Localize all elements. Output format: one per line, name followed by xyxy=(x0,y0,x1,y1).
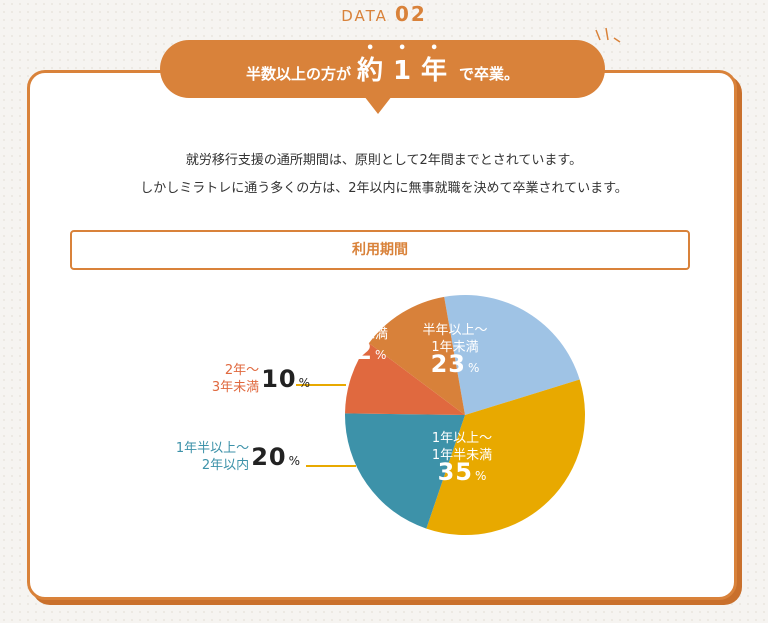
value-number: 35 xyxy=(437,458,473,486)
value-number: 12 xyxy=(337,337,373,365)
value-unit: % xyxy=(298,376,310,390)
slice-label: 1年以上〜 1年半未満 35% xyxy=(412,430,512,485)
description-line: しかしミラトレに通う多くの方は、2年以内に無事就職を決めて卒業されています。 xyxy=(140,181,628,196)
value-number: 20 xyxy=(251,443,287,471)
value-unit: % xyxy=(468,361,480,375)
data-number: 02 xyxy=(394,2,427,26)
slice-name: 半年以上〜 1年未満 xyxy=(422,323,488,355)
slice-label: 1年半以上〜 2年以内 20% xyxy=(120,440,300,474)
slice-value: 23% xyxy=(405,352,505,377)
pie-slice xyxy=(345,413,465,529)
banner: 半数以上の方が 約1年 で卒業。 xyxy=(160,40,605,98)
data-heading: DATA 02 xyxy=(0,2,768,26)
slice-value: 20% xyxy=(251,445,300,474)
pie-slice xyxy=(444,294,580,415)
slice-label: 2年〜 3年未満 10% xyxy=(130,362,310,396)
value-unit: % xyxy=(288,454,300,468)
banner-emphasis: 約1年 xyxy=(356,56,458,86)
slice-name: 1年半以上〜 2年以内 xyxy=(175,441,250,473)
slice-name: 2年〜 3年未満 xyxy=(211,363,260,395)
slice-name: 1年以上〜 1年半未満 xyxy=(431,431,493,463)
value-number: 10 xyxy=(261,365,297,393)
slice-label: 半年未満 12% xyxy=(312,326,412,364)
description-line: 就労移行支援の通所期間は、原則として2年間までとされています。 xyxy=(185,153,583,168)
slice-label: 半年以上〜 1年未満 23% xyxy=(405,322,505,377)
slice-value: 12% xyxy=(312,339,412,364)
value-unit: % xyxy=(375,348,387,362)
slice-value: 35% xyxy=(412,460,512,485)
slice-name: 半年未満 xyxy=(335,327,388,342)
pie-slice xyxy=(426,379,585,535)
pie-slice xyxy=(368,296,465,415)
chart-title: 利用期間 xyxy=(70,230,690,270)
value-unit: % xyxy=(475,469,487,483)
banner-text: で卒業。 xyxy=(459,65,520,83)
value-number: 23 xyxy=(430,350,466,378)
banner-text: 半数以上の方が xyxy=(245,65,351,83)
data-label: DATA xyxy=(341,7,388,25)
slice-value: 10% xyxy=(261,367,310,396)
pie-slice xyxy=(345,343,465,415)
description: 就労移行支援の通所期間は、原則として2年間までとされています。 しかしミラトレに… xyxy=(0,147,768,203)
